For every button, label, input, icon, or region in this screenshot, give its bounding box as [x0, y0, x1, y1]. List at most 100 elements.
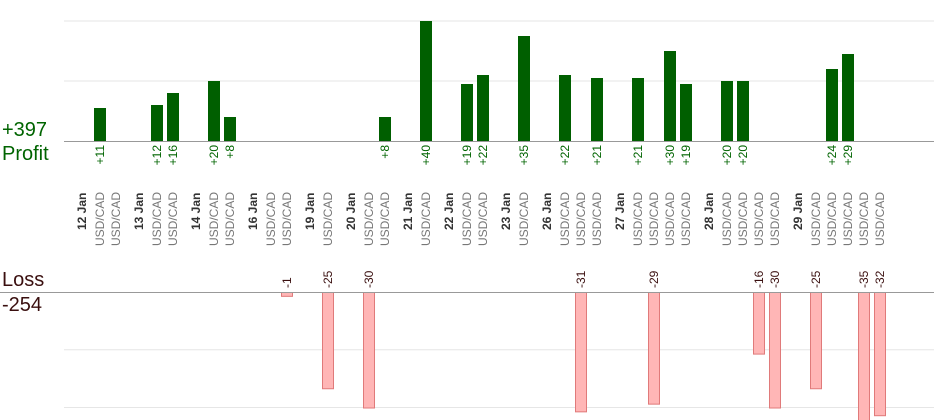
profit-value-label: +12	[150, 145, 164, 166]
pair-label: USD/CAD	[590, 192, 604, 246]
pair-label: USD/CAD	[476, 192, 490, 246]
loss-value-label: -32	[873, 270, 887, 288]
pair-label: USD/CAD	[109, 192, 123, 246]
profit-bar	[721, 81, 733, 141]
date-label: 20 Jan	[344, 193, 358, 230]
profit-bar	[737, 81, 749, 141]
pair-label: USD/CAD	[321, 192, 335, 246]
loss-value-label: -30	[768, 270, 782, 288]
date-label: 19 Jan	[303, 193, 317, 230]
pair-label: USD/CAD	[647, 192, 661, 246]
profit-value-label: +29	[841, 145, 855, 166]
profit-bar	[842, 54, 854, 141]
loss-value-label: -25	[809, 270, 823, 288]
pair-label: USD/CAD	[663, 192, 677, 246]
loss-bar	[363, 292, 375, 409]
loss-bar	[753, 292, 765, 355]
loss-value-label: -25	[321, 270, 335, 288]
profit-value-label: +8	[223, 145, 237, 159]
profit-bar	[379, 117, 391, 141]
pair-label: USD/CAD	[280, 192, 294, 246]
pair-label: USD/CAD	[223, 192, 237, 246]
profit-value-label: +19	[460, 145, 474, 166]
pair-label: USD/CAD	[679, 192, 693, 246]
date-label: 26 Jan	[540, 193, 554, 230]
pair-label: USD/CAD	[150, 192, 164, 246]
profit-value-label: +8	[378, 145, 392, 159]
profit-bar	[477, 75, 489, 141]
axis-lines	[0, 141, 934, 293]
loss-value-label: -29	[647, 270, 661, 288]
pair-label: USD/CAD	[768, 192, 782, 246]
loss-value-label: -30	[362, 270, 376, 288]
pair-label: USD/CAD	[264, 192, 278, 246]
loss-value-label: -1	[280, 277, 294, 288]
pair-label: USD/CAD	[752, 192, 766, 246]
profit-bar	[151, 105, 163, 141]
pair-label: USD/CAD	[362, 192, 376, 246]
profit-value-label: +20	[736, 145, 750, 166]
pair-label: USD/CAD	[166, 192, 180, 246]
profit-value-label: +20	[207, 145, 221, 166]
profit-bar	[224, 117, 236, 141]
profit-bar	[167, 93, 179, 141]
loss-bar	[858, 292, 870, 420]
pair-label: USD/CAD	[825, 192, 839, 246]
date-label: 13 Jan	[132, 193, 146, 230]
profit-value-label: +24	[825, 145, 839, 166]
profit-value-label: +20	[720, 145, 734, 166]
loss-bar	[810, 292, 822, 390]
profit-bar	[559, 75, 571, 141]
profit-bar	[208, 81, 220, 141]
date-label: 28 Jan	[702, 193, 716, 230]
loss-value-label: -16	[752, 270, 766, 288]
pair-label: USD/CAD	[460, 192, 474, 246]
profit-bar	[664, 51, 676, 141]
profit-label: Profit	[2, 143, 49, 165]
profit-value-label: +22	[476, 145, 490, 166]
date-label: 16 Jan	[246, 193, 260, 230]
profit-value-label: +35	[517, 145, 531, 166]
loss-bar	[769, 292, 781, 409]
value-labels: +11 +12 +16 +20 +8-1 -25 -30+8 +40 +19 +22 +35 +22-…	[93, 145, 887, 288]
pair-label: USD/CAD	[631, 192, 645, 246]
profit-bars	[94, 21, 854, 141]
date-label: 23 Jan	[499, 193, 513, 230]
date-label: 27 Jan	[613, 193, 627, 230]
date-label: 29 Jan	[791, 193, 805, 230]
pair-label: USD/CAD	[517, 192, 531, 246]
profit-bar	[680, 84, 692, 141]
profit-value-label: +30	[663, 145, 677, 166]
date-label: 21 Jan	[401, 193, 415, 230]
pair-label: USD/CAD	[841, 192, 855, 246]
pair-label: USD/CAD	[207, 192, 221, 246]
date-label: 22 Jan	[442, 193, 456, 230]
profit-bar	[420, 21, 432, 141]
loss-bars	[281, 292, 886, 420]
profit-value-label: +22	[558, 145, 572, 166]
profit-total: +397	[2, 119, 48, 141]
loss-bar	[648, 292, 660, 405]
pair-label: USD/CAD	[558, 192, 572, 246]
profit-bar	[461, 84, 473, 141]
grid-lines	[64, 20, 934, 408]
pair-label: USD/CAD	[809, 192, 823, 246]
pair-label: USD/CAD	[419, 192, 433, 246]
profit-bar	[632, 78, 644, 141]
profit-bar	[826, 69, 838, 141]
loss-bar	[575, 292, 587, 413]
loss-bar	[281, 292, 293, 297]
profit-bar	[518, 36, 530, 141]
pair-label: USD/CAD	[93, 192, 107, 246]
profit-bar	[94, 108, 106, 141]
profit-value-label: +11	[93, 145, 107, 165]
profit-value-label: +40	[419, 145, 433, 166]
loss-bar	[874, 292, 886, 417]
pair-label: USD/CAD	[736, 192, 750, 246]
pair-label: USD/CAD	[574, 192, 588, 246]
loss-value-label: -35	[857, 270, 871, 288]
pair-label: USD/CAD	[378, 192, 392, 246]
loss-bar	[322, 292, 334, 390]
